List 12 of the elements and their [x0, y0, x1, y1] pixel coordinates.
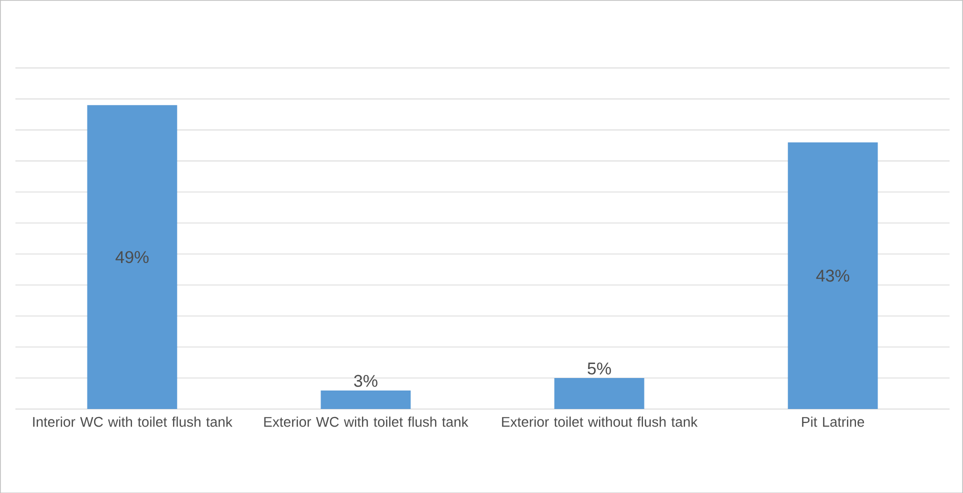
x-tick-label: Pit Latrine: [802, 416, 864, 427]
data-label: 43%: [816, 269, 850, 282]
data-label: 5%: [588, 362, 611, 374]
bar: [788, 142, 878, 409]
x-tick-label: Exterior toilet without flush tank: [502, 416, 698, 427]
bar: [320, 390, 411, 409]
bar: [87, 104, 178, 409]
bar: [554, 378, 644, 409]
x-tick-label: Interior WC with toilet flush tank: [33, 416, 232, 427]
data-label: 3%: [354, 374, 378, 387]
data-label: 49%: [116, 250, 149, 263]
x-tick-label: Exterior WC with toilet flush tank: [264, 416, 468, 427]
